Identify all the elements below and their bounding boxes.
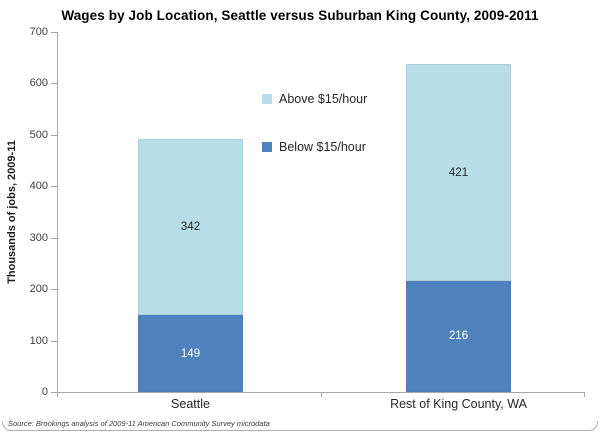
- y-axis-line: [57, 32, 58, 392]
- y-tick-label: 0: [41, 386, 48, 398]
- y-tick-mark: [51, 392, 57, 393]
- y-tick-label: 400: [29, 180, 48, 193]
- y-tick-label: 500: [29, 128, 48, 141]
- y-tick-mark: [51, 134, 57, 136]
- y-tick-label: 200: [29, 283, 48, 296]
- chart-border: [2, 421, 598, 431]
- bar-segment-label: 149: [180, 347, 201, 360]
- bar-segment-label: 216: [448, 330, 469, 343]
- y-tick-mark: [51, 32, 57, 33]
- bar-segment: 216: [406, 280, 511, 392]
- bar-segment: 149: [138, 315, 243, 392]
- legend-label-below: Below $15/hour: [279, 140, 366, 154]
- y-tick-mark: [51, 83, 57, 85]
- x-category-label: Seattle: [171, 397, 210, 411]
- y-tick-label: 300: [29, 231, 48, 244]
- y-tick-label: 100: [29, 334, 48, 347]
- chart-title: Wages by Job Location, Seattle versus Su…: [61, 8, 539, 23]
- bar-segment: 421: [406, 64, 511, 281]
- y-tick-mark: [51, 340, 57, 342]
- legend-label-above: Above $15/hour: [279, 92, 368, 106]
- legend-swatch-above-icon: [262, 94, 272, 104]
- legend-item-below: Below $15/hour: [262, 140, 366, 154]
- x-tick-mark: [584, 392, 585, 397]
- legend-item-above: Above $15/hour: [262, 92, 367, 106]
- y-tick-label: 700: [29, 26, 48, 38]
- legend-swatch-below-icon: [262, 142, 272, 152]
- x-category-label: Rest of King County, WA: [390, 397, 527, 411]
- y-tick-mark: [51, 289, 57, 291]
- bar-segment-label: 421: [448, 166, 469, 179]
- y-tick-label: 600: [29, 77, 48, 90]
- x-tick-mark: [320, 392, 322, 397]
- y-tick-mark: [51, 186, 57, 188]
- bar-segment-label: 342: [180, 221, 201, 234]
- source-note: Source: Brookings analysis of 2009-11 Am…: [8, 419, 270, 428]
- bar-segment: 342: [138, 139, 243, 316]
- y-tick-mark: [51, 237, 57, 239]
- x-tick-mark: [57, 392, 58, 397]
